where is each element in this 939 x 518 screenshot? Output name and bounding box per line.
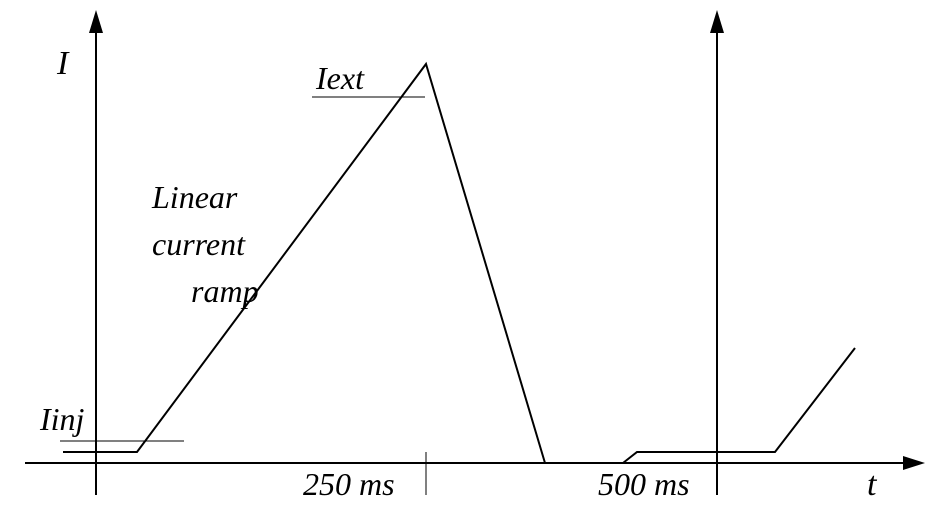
iinj-label: Iinj — [39, 401, 85, 437]
ramp-label-line1: Linear — [151, 179, 238, 215]
x-axis-label: t — [867, 466, 878, 503]
iext-label: Iext — [315, 60, 365, 96]
ramp-label-line2: current — [152, 226, 246, 262]
second-current-axis-arrowhead — [710, 10, 724, 33]
second-ramp-trace — [622, 347, 856, 464]
time-axis-arrowhead — [903, 456, 925, 470]
current-axis-arrowhead — [89, 10, 103, 33]
tick-label-500ms: 500 ms — [598, 466, 690, 502]
ramp-trace — [63, 61, 546, 464]
tick-label-250ms: 250 ms — [303, 466, 395, 502]
y-axis-label: I — [56, 45, 70, 82]
ramp-label-line3: ramp — [191, 273, 259, 309]
